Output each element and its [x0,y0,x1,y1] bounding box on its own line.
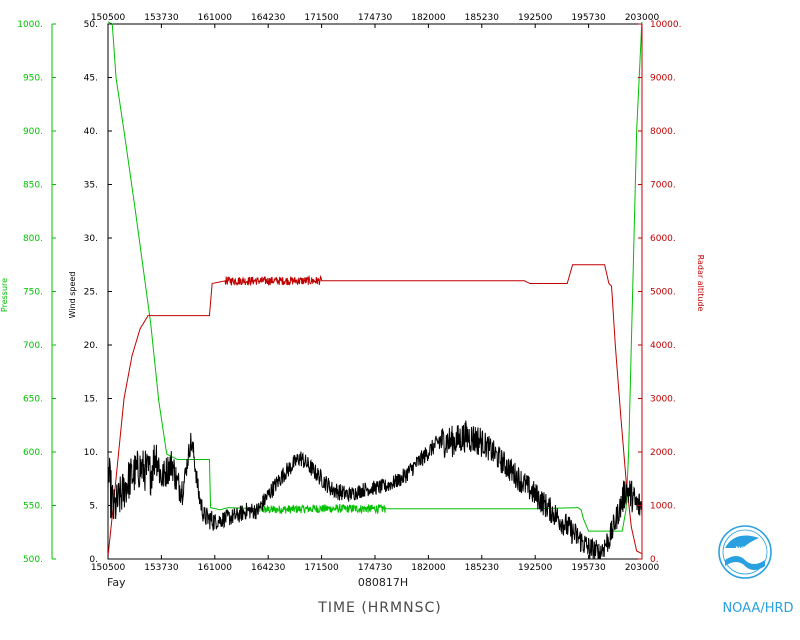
wind-tick-label: 0. [89,555,98,565]
series-line-radar-altitude [107,264,643,557]
x-tick-label-bottom: 171500 [304,563,339,573]
x-tick-label-top: 161000 [198,13,233,23]
storm-name-label: Fay [107,576,126,589]
altitude-tick-label: 1000. [650,502,676,512]
pressure-tick-label: 900. [23,127,43,137]
noaa-logo: NOAA [718,525,772,579]
logo-text: NOAA [735,546,755,553]
logo-wave-icon [725,556,765,570]
x-tick-label-top: 182000 [411,13,446,23]
plot-frame-group [107,23,643,560]
pressure-axis-title: Pressure [0,278,9,312]
series-line-wind-speed [107,420,643,560]
altitude-axis-title: Radar altitude [696,255,705,312]
pressure-tick-label: 650. [23,395,43,405]
logo-ring [718,525,772,579]
x-tick-label-top: 164230 [251,13,286,23]
pressure-tick-label: 600. [23,448,43,458]
pressure-tick-label: 500. [23,555,43,565]
wind-tick-label: 50. [84,20,98,30]
plot-frame [107,23,643,560]
pressure-tick-label: 850. [23,181,43,191]
x-tick-label-top: 174730 [358,13,393,23]
wind-tick-label: 15. [84,395,98,405]
pressure-tick-label: 800. [23,234,43,244]
wind-tick-label: 30. [84,234,98,244]
wind-tick-label: 40. [84,127,98,137]
x-axis-title: TIME (HRMNSC) [317,600,441,616]
altitude-tick-label: 5000. [650,288,676,298]
x-tick-label-top: 153730 [144,13,179,23]
x-tick-label-top: 150500 [91,13,126,23]
altitude-tick-label: 9000. [650,74,676,84]
pressure-tick-label: 1000. [17,20,43,30]
wind-tick-label: 45. [84,74,98,84]
x-tick-label-bottom: 150500 [91,563,126,573]
altitude-tick-label: 7000. [650,181,676,191]
x-tick-label-bottom: 203000 [625,563,660,573]
x-tick-label-bottom: 164230 [251,563,286,573]
wind-tick-label: 5. [89,502,98,512]
altitude-tick-label: 4000. [650,341,676,351]
x-tick-label-bottom: 174730 [358,563,393,573]
altitude-tick-label: 6000. [650,234,676,244]
series-group [107,21,643,560]
altitude-tick-label: 0. [650,555,659,565]
pressure-tick-label: 950. [23,74,43,84]
x-tick-label-top: 171500 [304,13,339,23]
x-tick-label-bottom: 153730 [144,563,179,573]
noaa-hrd-credit: NOAA/HRD [722,601,793,616]
x-tick-label-bottom: 161000 [198,563,233,573]
altitude-tick-label: 3000. [650,395,676,405]
logo-bird-icon [725,535,759,548]
pressure-tick-label: 750. [23,288,43,298]
date-label: 080817H [358,576,408,589]
wind-axis-title: Wind speed [68,272,77,319]
altitude-tick-label: 10000. [650,20,682,30]
pressure-tick-label: 550. [23,502,43,512]
x-tick-label-top: 195730 [571,13,606,23]
x-tick-label-bottom: 192500 [518,563,553,573]
wind-tick-label: 25. [84,288,98,298]
wind-tick-label: 10. [84,448,98,458]
x-tick-label-bottom: 182000 [411,563,446,573]
altitude-tick-label: 2000. [650,448,676,458]
wind-tick-label: 35. [84,181,98,191]
x-tick-label-bottom: 195730 [571,563,606,573]
altitude-tick-label: 8000. [650,127,676,137]
x-tick-label-top: 185230 [465,13,500,23]
x-tick-label-bottom: 185230 [465,563,500,573]
x-tick-label-top: 192500 [518,13,553,23]
wind-tick-label: 20. [84,341,98,351]
pressure-tick-label: 700. [23,341,43,351]
logo-inner-ring [722,529,768,575]
x-tick-label-top: 203000 [625,13,660,23]
axis-group: 150500 150500 153730 153730 161000 161000 1642… [17,13,681,573]
